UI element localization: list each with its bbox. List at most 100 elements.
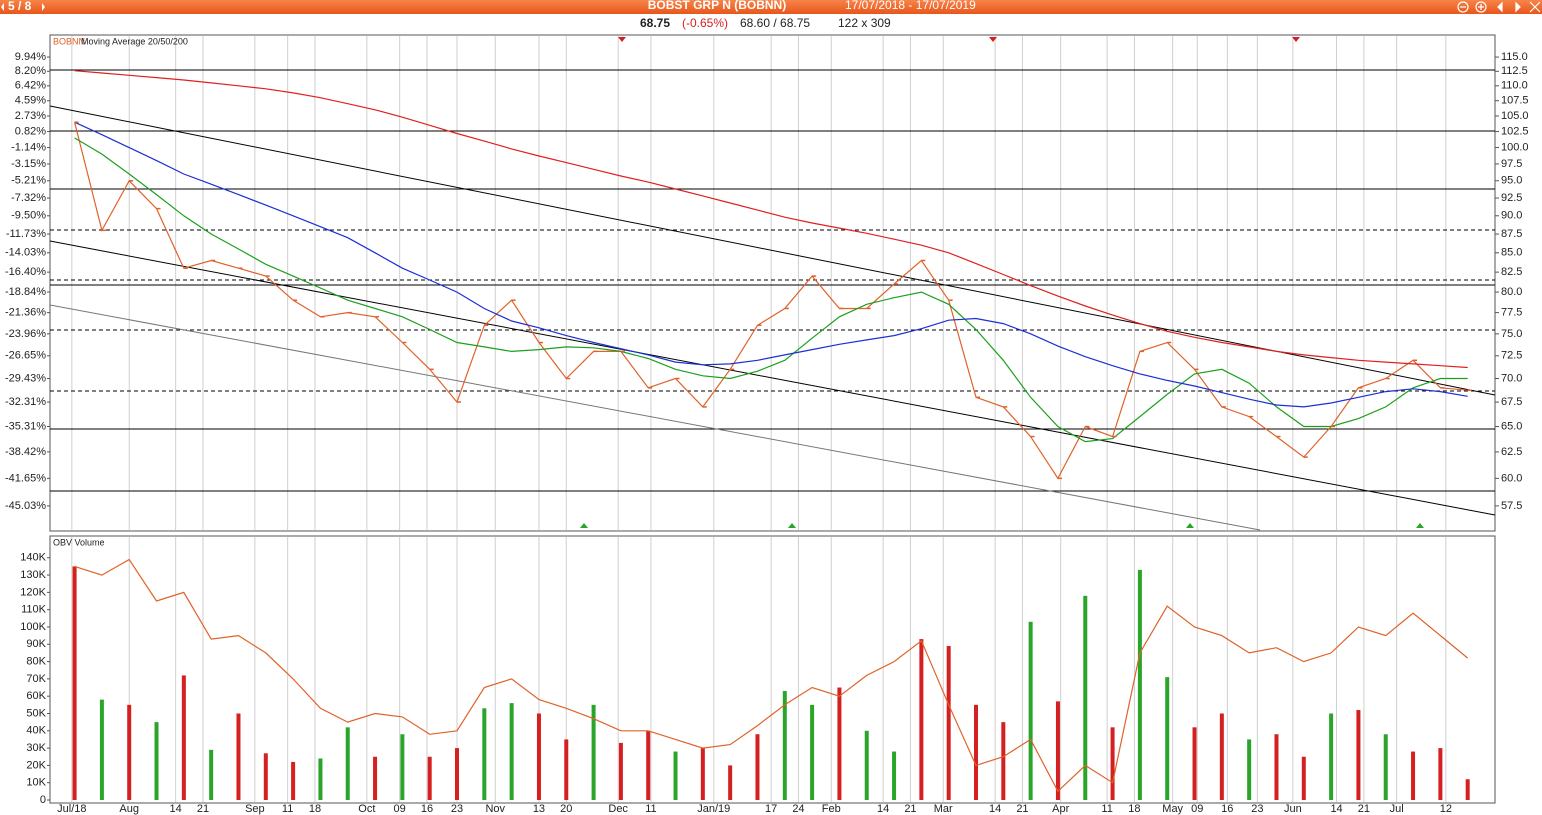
y2-tick-label: -23.96% bbox=[5, 328, 46, 340]
trend-line bbox=[49, 240, 1496, 516]
volume-bar bbox=[864, 730, 869, 800]
zoom-out[interactable] bbox=[1457, 1, 1469, 13]
x-tick-label: Jul/18 bbox=[57, 803, 86, 815]
y2-tick-label: -9.50% bbox=[11, 210, 46, 222]
x-tick-label: May bbox=[1162, 803, 1183, 815]
y-tick-label: 77.5 bbox=[1501, 307, 1522, 319]
x-tick-label: Feb bbox=[822, 803, 841, 815]
y-tick-label: 92.5 bbox=[1501, 192, 1522, 204]
support-lines bbox=[49, 69, 1496, 531]
sell-signal bbox=[989, 37, 997, 42]
y2-tick-label: 2.73% bbox=[15, 110, 46, 122]
volume-bar bbox=[1329, 713, 1334, 800]
x-tick-label: Dec bbox=[608, 803, 628, 815]
y-tick-label: 85.0 bbox=[1501, 247, 1522, 259]
y-tick-label: 60K bbox=[26, 690, 46, 702]
next-page[interactable] bbox=[42, 3, 45, 11]
x-tick-label: Nov bbox=[485, 803, 505, 815]
volume-bar bbox=[892, 751, 897, 800]
y-tick-label: 130K bbox=[20, 569, 46, 581]
y2-tick-label: 6.42% bbox=[15, 80, 46, 92]
volume-bar bbox=[345, 727, 350, 800]
page-indicator: 5 / 8 bbox=[8, 0, 32, 13]
y-tick-label: 110K bbox=[21, 604, 47, 616]
y-tick-label: 105.0 bbox=[1501, 110, 1529, 122]
volume-bar bbox=[946, 646, 951, 800]
legend-symbol: BOBNN bbox=[53, 36, 85, 46]
x-tick-label: 09 bbox=[394, 803, 406, 815]
y-tick-label: 62.5 bbox=[1501, 446, 1522, 458]
series-line bbox=[74, 558, 1469, 793]
x-tick-label: 17 bbox=[765, 803, 777, 815]
x-tick-label: 13 bbox=[533, 803, 545, 815]
x-tick-label: 16 bbox=[1221, 803, 1233, 815]
scroll-right[interactable] bbox=[1515, 1, 1521, 13]
y-tick-label: 30K bbox=[26, 742, 46, 754]
y-tick-label: 10K bbox=[26, 777, 46, 789]
x-tick-label: Sep bbox=[245, 803, 265, 815]
y-tick-label: 50K bbox=[26, 707, 46, 719]
buy-signal bbox=[788, 523, 796, 528]
y-tick-label: 60.0 bbox=[1501, 472, 1522, 484]
y2-tick-label: 9.94% bbox=[15, 51, 46, 63]
x-tick-label: 11 bbox=[282, 803, 293, 815]
x-tick-label: Jul bbox=[1390, 803, 1404, 815]
volume-bar bbox=[509, 703, 514, 800]
volume-bar bbox=[1383, 734, 1388, 800]
x-tick-label: 16 bbox=[421, 803, 433, 815]
volume-bar bbox=[1465, 779, 1470, 800]
volume-bar bbox=[919, 639, 924, 800]
volume-bar bbox=[1001, 722, 1006, 800]
volume-bar bbox=[1055, 701, 1060, 800]
x-tick-label: Aug bbox=[119, 803, 139, 815]
x-tick-label: 21 bbox=[197, 803, 209, 815]
volume-bar bbox=[318, 758, 323, 800]
volume-bar bbox=[536, 713, 541, 800]
y-tick-label: 90K bbox=[26, 638, 46, 650]
series-line bbox=[74, 70, 1468, 369]
volume-bar bbox=[181, 675, 186, 800]
series-line bbox=[74, 122, 1468, 480]
volume-bar bbox=[291, 761, 296, 800]
y-tick-label: 100.0 bbox=[1501, 141, 1529, 153]
volume-bar bbox=[1028, 621, 1033, 800]
volume-bar bbox=[837, 687, 842, 800]
x-tick-label: Jan/19 bbox=[697, 803, 730, 815]
y-tick-label: 90.0 bbox=[1501, 210, 1522, 222]
y-tick-label: 80.0 bbox=[1501, 286, 1522, 298]
volume-bar bbox=[700, 748, 705, 800]
volume-bar bbox=[1301, 756, 1306, 800]
volume-bar bbox=[728, 765, 733, 800]
volume-bar bbox=[482, 708, 487, 800]
y2-tick-label: -21.36% bbox=[5, 307, 46, 319]
x-tick-label: 14 bbox=[877, 803, 889, 815]
y2-tick-label: -45.03% bbox=[5, 500, 46, 512]
volume-panel bbox=[49, 535, 1496, 804]
volume-bar bbox=[782, 690, 787, 800]
volume-bar bbox=[400, 734, 405, 800]
x-tick-label: 23 bbox=[1251, 803, 1263, 815]
legend-text: Moving Average 20/50/200 bbox=[81, 36, 188, 46]
trend-line bbox=[49, 105, 1496, 396]
prev-page[interactable] bbox=[1, 3, 4, 11]
sell-signal bbox=[618, 37, 626, 42]
y-tick-label: 95.0 bbox=[1501, 175, 1522, 187]
zoom-in[interactable] bbox=[1475, 1, 1487, 13]
y-tick-label: 70.0 bbox=[1501, 372, 1522, 384]
x-tick-label: Oct bbox=[358, 803, 375, 815]
close[interactable] bbox=[1529, 1, 1541, 13]
y-tick-label: 82.5 bbox=[1501, 266, 1522, 278]
x-tick-label: Mar bbox=[934, 803, 953, 815]
x-tick-label: 11 bbox=[1101, 803, 1112, 815]
y-tick-label: 70K bbox=[26, 673, 46, 685]
x-tick-label: Jun bbox=[1284, 803, 1302, 815]
y-tick-label: 20K bbox=[26, 759, 46, 771]
y-tick-label: 97.5 bbox=[1501, 158, 1522, 170]
y2-tick-label: -1.14% bbox=[11, 141, 46, 153]
scroll-left[interactable] bbox=[1497, 1, 1503, 13]
y-tick-label: 102.5 bbox=[1501, 125, 1529, 137]
y-tick-label: 112.5 bbox=[1501, 65, 1528, 77]
window-controls bbox=[1457, 1, 1541, 13]
y2-tick-label: -35.31% bbox=[5, 420, 46, 432]
bid-ask-size: 122 x 309 bbox=[838, 16, 891, 30]
